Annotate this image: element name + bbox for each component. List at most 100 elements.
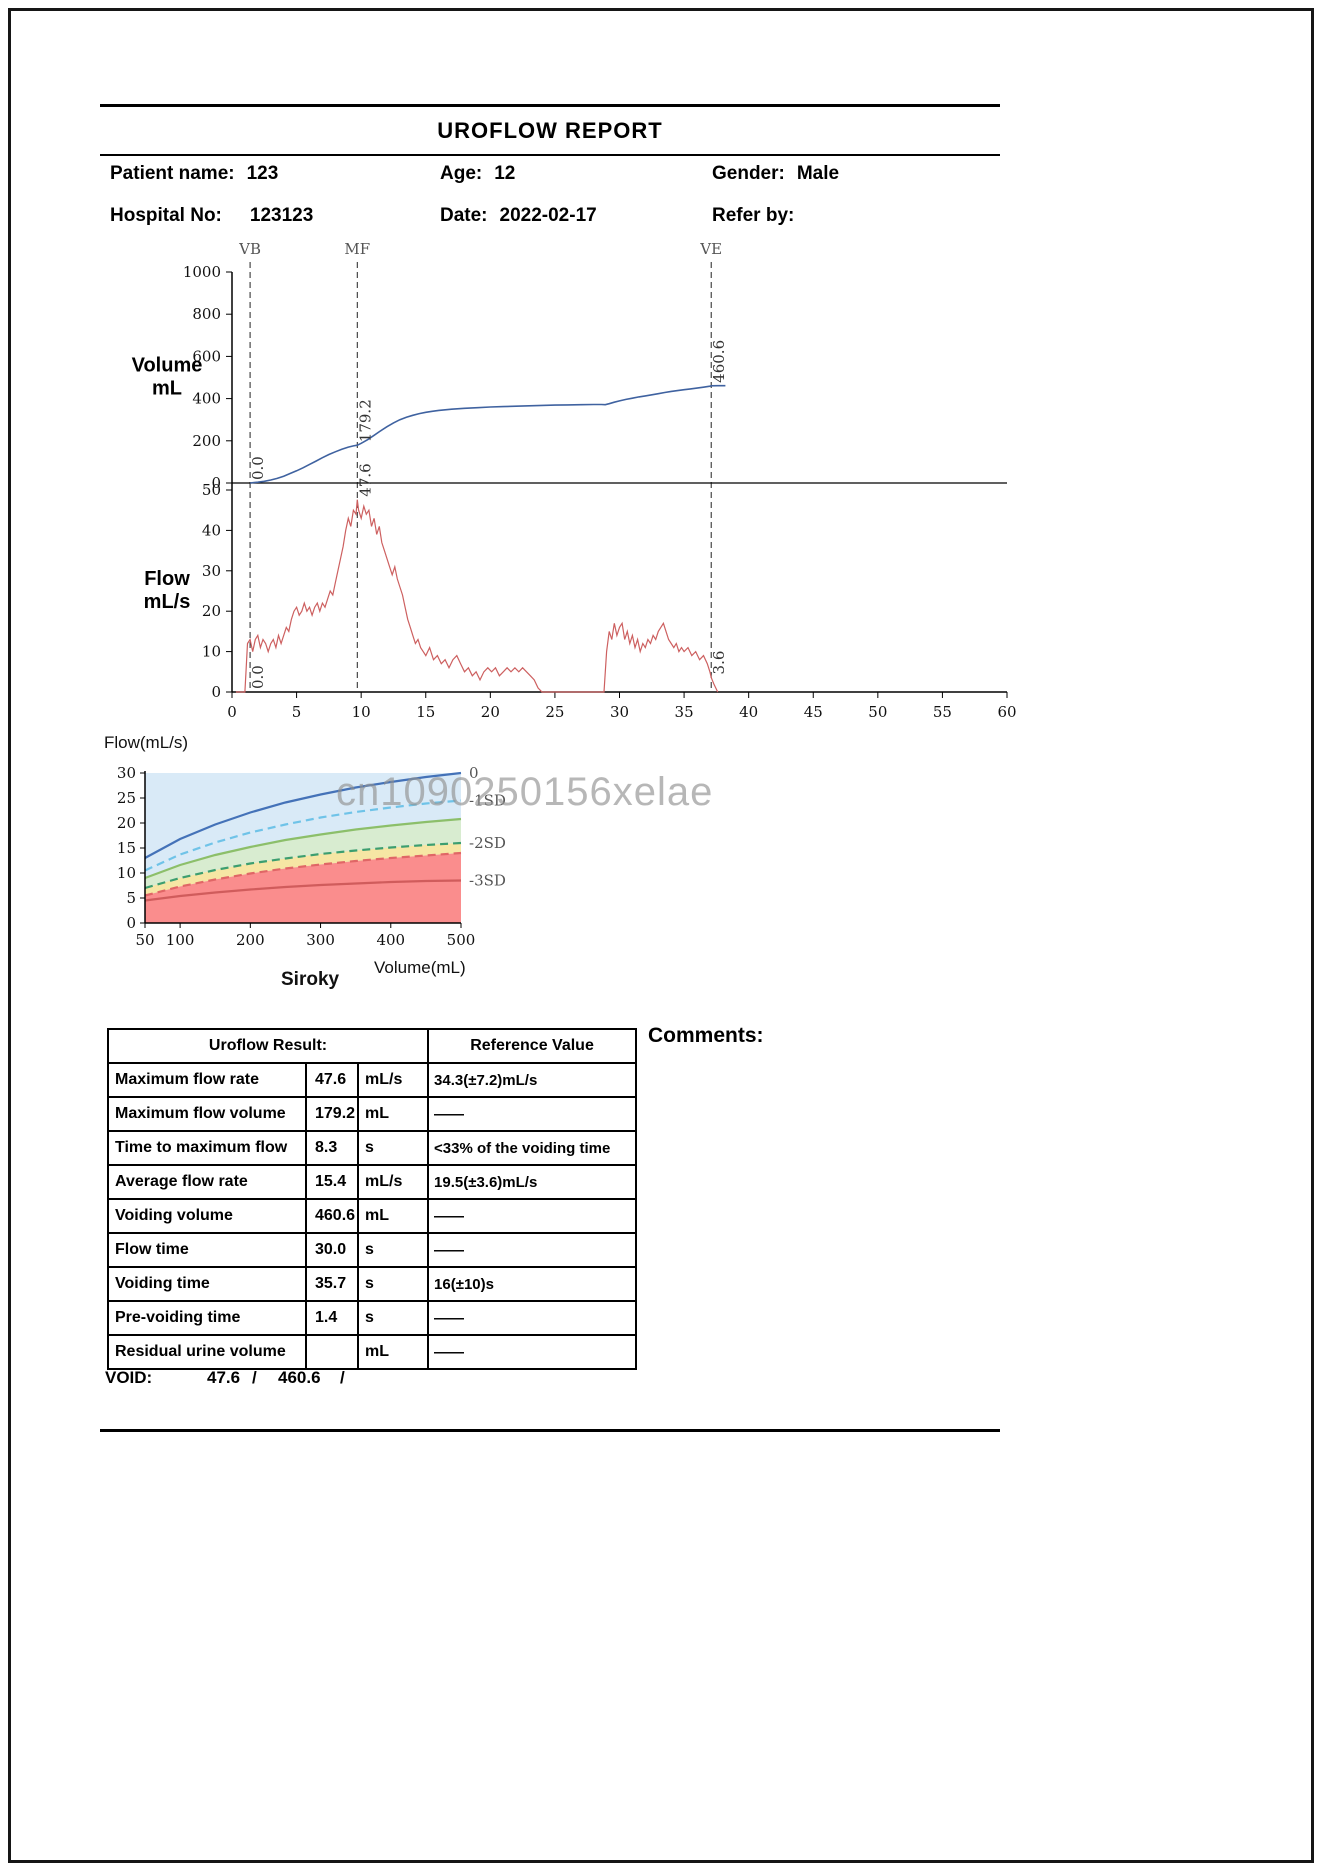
nomogram-x-axis-caption: Volume(mL) <box>374 958 466 977</box>
flow-curve <box>235 499 719 693</box>
svg-text:Volume: Volume <box>132 355 203 377</box>
svg-text:600: 600 <box>192 347 221 365</box>
result-value: 1.4 <box>305 1300 359 1336</box>
svg-text:15: 15 <box>117 839 136 857</box>
result-label: Time to maximum flow <box>107 1130 307 1166</box>
result-value: 460.6 <box>305 1198 359 1234</box>
svg-text:20: 20 <box>481 703 500 721</box>
gender-value: Male <box>796 163 840 184</box>
date-value: 2022-02-17 <box>499 205 597 226</box>
nomogram-name-label: Siroky <box>281 969 340 990</box>
result-label: Residual urine volume <box>107 1334 307 1370</box>
svg-text:20: 20 <box>117 814 136 832</box>
result-unit: mL <box>356 1334 430 1370</box>
svg-text:0: 0 <box>126 914 136 932</box>
result-label: Pre-voiding time <box>107 1300 307 1336</box>
svg-text:50: 50 <box>868 703 887 721</box>
svg-text:30: 30 <box>202 562 221 580</box>
uroflow-result-table: Uroflow Result: Reference Value Maximum … <box>106 1028 638 1370</box>
svg-text:0: 0 <box>469 764 479 782</box>
svg-text:47.6: 47.6 <box>356 463 374 496</box>
svg-text:35: 35 <box>675 703 694 721</box>
result-header-cell: Uroflow Result: <box>106 1028 430 1064</box>
void-label: VOID: <box>105 1368 153 1387</box>
age-label: Age: <box>440 163 483 184</box>
svg-text:400: 400 <box>192 390 221 408</box>
svg-text:20: 20 <box>202 602 221 620</box>
result-unit: s <box>356 1266 430 1302</box>
nomogram-curve-green-upper <box>144 817 462 880</box>
gender-label: Gender: <box>712 163 785 184</box>
nomogram-curve--1SD <box>144 799 462 872</box>
result-reference: 16(±10)s <box>427 1266 638 1302</box>
table-row: Voiding time 35.7 s 16(±10)s <box>107 1266 638 1302</box>
svg-text:10: 10 <box>117 864 136 882</box>
result-label: Voiding volume <box>107 1198 307 1234</box>
result-reference: —— <box>427 1334 638 1370</box>
age-value: 12 <box>494 163 516 184</box>
svg-text:5: 5 <box>126 889 136 907</box>
svg-text:45: 45 <box>804 703 823 721</box>
result-unit: s <box>356 1232 430 1268</box>
patient-name-field: Patient name: 123 <box>110 163 278 185</box>
svg-text:mL: mL <box>152 378 182 400</box>
svg-text:0: 0 <box>227 703 237 721</box>
svg-text:0.0: 0.0 <box>249 456 267 480</box>
result-value: 30.0 <box>305 1232 359 1268</box>
result-label: Average flow rate <box>107 1164 307 1200</box>
nomogram-curve--2SD <box>144 841 462 890</box>
result-reference: —— <box>427 1232 638 1268</box>
svg-text:30: 30 <box>117 764 136 782</box>
watermark-text: cn1090250156xelae <box>336 770 714 814</box>
svg-text:10: 10 <box>352 703 371 721</box>
svg-text:200: 200 <box>236 931 265 949</box>
refer-by-label: Refer by: <box>712 205 795 226</box>
nomogram-curve-mean <box>144 771 462 859</box>
svg-text:mL/s: mL/s <box>144 591 191 613</box>
patient-name-label: Patient name: <box>110 163 235 184</box>
nomogram-curve-red-dashed <box>144 851 462 897</box>
hospital-no-field: Hospital No: 123123 <box>110 205 313 227</box>
svg-text:200: 200 <box>192 432 221 450</box>
hospital-no-label: Hospital No: <box>110 205 222 226</box>
result-reference: —— <box>427 1096 638 1132</box>
svg-text:1000: 1000 <box>183 263 221 281</box>
void-volume-value: 460.6 <box>278 1368 321 1387</box>
result-label: Flow time <box>107 1232 307 1268</box>
svg-text:300: 300 <box>306 931 335 949</box>
svg-text:460.6: 460.6 <box>710 340 728 383</box>
svg-text:0: 0 <box>211 683 221 701</box>
table-row: Pre-voiding time 1.4 s —— <box>107 1300 638 1336</box>
table-row: Time to maximum flow 8.3 s <33% of the void… <box>107 1130 638 1166</box>
siroky-nomogram-chart: 0 5 10 15 20 25 30 50 100 200 300 400 500 0 -1SD -2SD -3… <box>117 764 506 949</box>
result-value: 8.3 <box>305 1130 359 1166</box>
result-reference: —— <box>427 1300 638 1336</box>
result-unit: mL <box>356 1198 430 1234</box>
svg-text:0: 0 <box>211 474 221 492</box>
svg-text:400: 400 <box>376 931 405 949</box>
result-unit: mL/s <box>356 1164 430 1200</box>
svg-text:VE: VE <box>699 240 722 258</box>
result-value: 15.4 <box>305 1164 359 1200</box>
result-label: Maximum flow rate <box>107 1062 307 1098</box>
void-separator: / <box>252 1368 257 1387</box>
nomogram-y-axis-caption: Flow(mL/s) <box>104 733 189 752</box>
svg-text:55: 55 <box>933 703 952 721</box>
svg-text:25: 25 <box>545 703 564 721</box>
void-max-flow-value: 47.6 <box>207 1368 241 1387</box>
result-value <box>305 1334 359 1370</box>
svg-text:179.2: 179.2 <box>356 399 374 442</box>
void-separator: / <box>340 1368 345 1387</box>
nomogram-band <box>145 819 461 888</box>
svg-text:40: 40 <box>202 521 221 539</box>
svg-text:5: 5 <box>292 703 302 721</box>
table-row: Voiding volume 460.6 mL —— <box>107 1198 638 1234</box>
result-label: Voiding time <box>107 1266 307 1302</box>
report-title: UROFLOW REPORT <box>437 118 663 143</box>
volume-curve <box>250 384 726 484</box>
table-row: Maximum flow rate 47.6 mL/s 34.3(±7.2)mL/s <box>107 1062 638 1098</box>
patient-name-value: 123 <box>246 163 279 184</box>
svg-text:0.0: 0.0 <box>249 665 267 689</box>
svg-text:50: 50 <box>202 481 221 499</box>
